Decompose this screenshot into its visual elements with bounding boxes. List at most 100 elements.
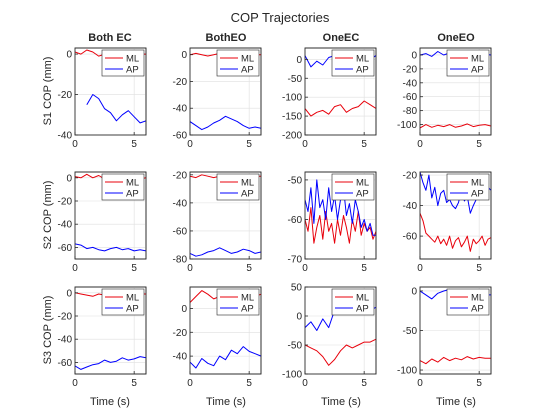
legend-box — [216, 173, 260, 201]
y-tick-label: -80 — [403, 106, 418, 117]
y-tick-label: -20 — [58, 90, 73, 101]
axes-frame — [304, 171, 377, 260]
y-tick-label: -150 — [282, 112, 302, 123]
y-tick-label: -40 — [58, 131, 73, 142]
series-line-ap — [75, 243, 146, 252]
x-axis-label: Time (s) — [90, 396, 130, 408]
legend-label: AP — [471, 65, 484, 76]
legend-label: AP — [356, 189, 369, 200]
y-tick-label: -20 — [403, 64, 418, 75]
x-axis-labels: Time (s) Time (s) Time (s) Time (s) — [90, 396, 476, 408]
axes-frame — [419, 171, 492, 260]
x-tick-label: 5 — [476, 139, 482, 150]
x-tick-label: 0 — [187, 263, 193, 274]
legend-label: ML — [471, 178, 484, 189]
x-tick-label: 5 — [361, 263, 367, 274]
series-line-ml — [305, 338, 376, 366]
y-tick-label: -40 — [403, 78, 418, 89]
legend-label: ML — [241, 178, 254, 189]
series-line-ml — [305, 207, 376, 244]
y-tick-label: -60 — [403, 232, 418, 243]
legend-box — [216, 288, 260, 316]
legend-box — [446, 288, 490, 316]
y-tick-label: -40 — [403, 201, 418, 212]
series-line-ap — [190, 115, 261, 131]
column-title: BothEO — [206, 32, 247, 44]
x-tick-label: 0 — [72, 263, 78, 274]
x-tick-label: 5 — [476, 263, 482, 274]
legend-label: ML — [241, 293, 254, 304]
y-tick-label: -200 — [282, 131, 302, 142]
legend-box — [331, 49, 375, 77]
legend-label: AP — [471, 304, 484, 315]
x-tick-label: 5 — [131, 378, 137, 389]
x-tick-label: 5 — [246, 139, 252, 150]
legend-label: ML — [471, 293, 484, 304]
legend-box — [101, 173, 145, 201]
y-tick-label: -40 — [58, 335, 73, 346]
y-tick-label: -40 — [58, 220, 73, 231]
y-tick-label: -40 — [173, 198, 188, 209]
axes-frame — [189, 47, 262, 136]
x-tick-label: 5 — [246, 378, 252, 389]
axes-frame — [189, 286, 262, 375]
y-tick-label: -40 — [173, 104, 188, 115]
y-tick-label: 0 — [296, 312, 302, 323]
legend-label: AP — [126, 189, 139, 200]
y-tick-label: -20 — [173, 170, 188, 181]
legend-box — [331, 288, 375, 316]
x-tick-label: 5 — [361, 378, 367, 389]
x-tick-label: 5 — [131, 263, 137, 274]
y-tick-label: 0 — [411, 50, 417, 61]
x-tick-label: 0 — [187, 139, 193, 150]
x-tick-label: 0 — [72, 378, 78, 389]
series-line-ap — [190, 247, 261, 257]
legend-label: AP — [126, 65, 139, 76]
legend-box — [446, 49, 490, 77]
y-tick-label: -50 — [288, 175, 303, 186]
y-tick-label: -100 — [397, 366, 417, 377]
y-tick-label: -60 — [403, 92, 418, 103]
legend-label: ML — [356, 178, 369, 189]
legend-box — [216, 49, 260, 77]
legend-box — [331, 173, 375, 201]
y-tick-label: -60 — [58, 243, 73, 254]
column-title: OneEO — [437, 32, 475, 44]
y-tick-label: 0 — [66, 288, 72, 299]
x-axis-label: Time (s) — [206, 396, 246, 408]
legend-label: ML — [241, 54, 254, 65]
series-line-ap — [86, 94, 146, 124]
axes-frame — [189, 171, 262, 260]
legend-label: AP — [241, 304, 254, 315]
x-tick-label: 5 — [361, 139, 367, 150]
y-tick-label: -60 — [173, 131, 188, 142]
legend-label: AP — [241, 65, 254, 76]
y-tick-label: -50 — [403, 326, 418, 337]
axes-frame — [304, 47, 377, 136]
legend-label: AP — [356, 304, 369, 315]
x-tick-label: 0 — [72, 139, 78, 150]
column-title: Both EC — [88, 32, 131, 44]
row-label: S1 COP (mm) — [42, 57, 54, 126]
y-tick-label: -20 — [403, 171, 418, 182]
x-tick-label: 5 — [246, 263, 252, 274]
x-tick-label: 0 — [417, 139, 423, 150]
y-tick-label: -100 — [397, 120, 417, 131]
x-tick-label: 0 — [417, 263, 423, 274]
axes-frame — [74, 47, 147, 136]
